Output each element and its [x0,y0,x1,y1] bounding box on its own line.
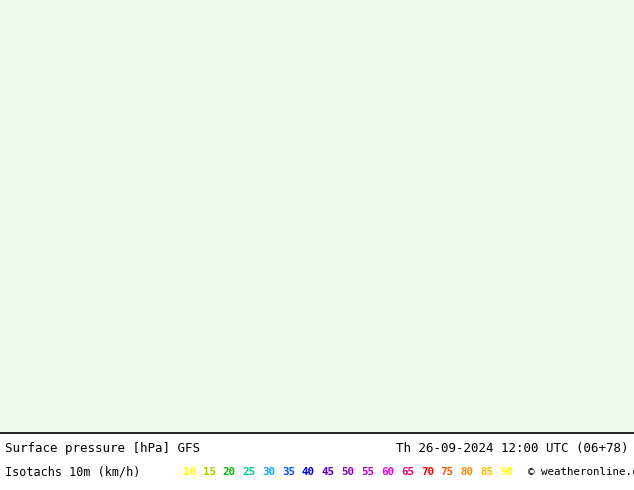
Text: © weatheronline.co.uk: © weatheronline.co.uk [528,467,634,477]
Text: 35: 35 [282,467,295,477]
Text: Th 26-09-2024 12:00 UTC (06+78): Th 26-09-2024 12:00 UTC (06+78) [396,441,629,455]
Text: 55: 55 [361,467,375,477]
Text: 85: 85 [481,467,493,477]
Text: 90: 90 [500,467,513,477]
Text: 80: 80 [460,467,474,477]
Text: 20: 20 [223,467,236,477]
Text: 25: 25 [242,467,256,477]
Text: 50: 50 [342,467,354,477]
Text: 65: 65 [401,467,414,477]
Text: Surface pressure [hPa] GFS: Surface pressure [hPa] GFS [5,441,200,455]
Text: 60: 60 [381,467,394,477]
Text: 75: 75 [441,467,454,477]
Text: 10: 10 [183,467,196,477]
Text: 40: 40 [302,467,315,477]
Text: 70: 70 [421,467,434,477]
Text: 30: 30 [262,467,275,477]
Text: Isotachs 10m (km/h): Isotachs 10m (km/h) [5,466,140,479]
Text: 45: 45 [322,467,335,477]
Text: 15: 15 [203,467,216,477]
